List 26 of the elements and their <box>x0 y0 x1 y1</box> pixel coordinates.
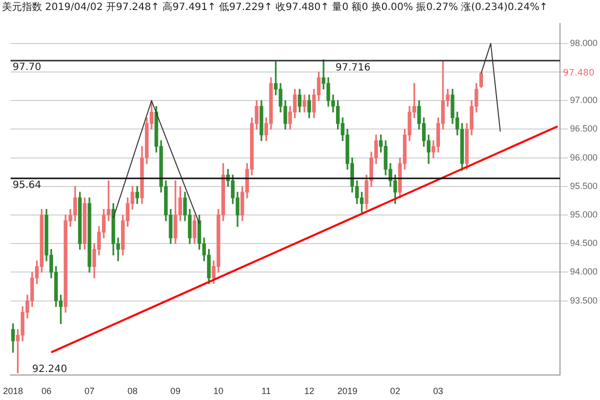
y-tick-label: 98.000 <box>570 38 598 48</box>
y-tick-label: 96.000 <box>570 152 598 162</box>
annotation: 92.240 <box>32 364 68 375</box>
x-tick-label: 09 <box>170 386 180 396</box>
x-tick-label: 03 <box>433 386 444 396</box>
chart-title: 美元指数 2019/04/02 开97.248↑ 高97.491↑ 低97.229↑ 收97.480↑ 量0 额0 换0.00% 振0.27% 涨(0.234)0.24%↑ <box>1 0 549 15</box>
text: 97.480 <box>563 68 595 79</box>
y-tick-label: 96.500 <box>570 124 598 134</box>
x-tick-label: 10 <box>213 386 224 396</box>
x-tick-label: 12 <box>304 386 314 396</box>
y-tick-label: 95.000 <box>570 210 598 220</box>
x-tick-label: 07 <box>84 386 94 396</box>
y-tick-label: 94.500 <box>570 238 598 248</box>
x-tick-label: 06 <box>41 386 52 396</box>
ref-line-label: 95.64 <box>12 180 42 192</box>
x-tick-label: 02 <box>390 386 400 396</box>
x-tick-label: 2018 <box>2 386 24 396</box>
x-tick-label: 2019 <box>337 386 358 396</box>
ref-line-label: 97.70 <box>12 62 42 74</box>
y-tick-label: 97.000 <box>570 95 598 106</box>
x-tick-label: 11 <box>262 386 271 396</box>
y-tick-label: 95.500 <box>570 180 598 191</box>
annotation: 97.716 <box>336 62 371 74</box>
y-tick-label: 94.000 <box>570 266 598 277</box>
y-tick-label: 93.500 <box>570 295 598 306</box>
x-tick-label: 08 <box>127 386 138 396</box>
